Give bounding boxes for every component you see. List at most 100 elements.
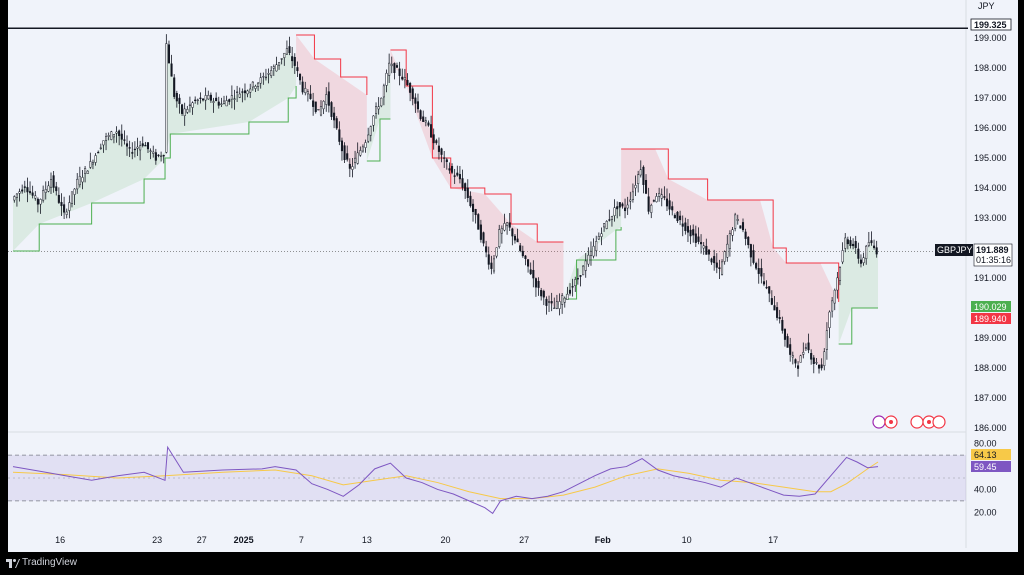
candle-down	[817, 365, 821, 369]
candle-up	[595, 241, 598, 251]
candle-up	[377, 106, 380, 110]
chart-panel[interactable]: 199.000 198.000 197.000 196.000 195.000 194.0…	[8, 0, 1018, 552]
supertrend-line-up	[838, 307, 878, 345]
candle-up	[561, 295, 564, 305]
candle-down	[739, 225, 742, 229]
candle-up	[139, 145, 142, 151]
candle-down	[673, 214, 676, 219]
candle-up	[68, 202, 71, 211]
candle-up	[388, 62, 391, 76]
candle-up	[726, 243, 729, 258]
candle-up	[506, 222, 509, 226]
candle-up	[582, 265, 585, 276]
candle-down	[432, 134, 435, 144]
candle-up	[91, 162, 94, 165]
candle-down	[330, 102, 333, 117]
candle-down	[778, 317, 781, 320]
candle-down	[681, 223, 684, 227]
candle-down	[765, 286, 768, 289]
candle-down	[296, 67, 299, 72]
candle-up	[367, 134, 370, 142]
rsi-current-badge	[971, 461, 1011, 472]
candle-down	[474, 208, 477, 216]
candle-down	[409, 83, 412, 93]
candle-down	[671, 206, 674, 211]
candle-down	[741, 222, 745, 231]
candle-up	[191, 102, 194, 108]
candle-up	[382, 85, 385, 98]
candle-down	[395, 65, 399, 68]
chart-svg[interactable]: 199.000 198.000 197.000 196.000 195.000 194.0…	[8, 0, 1018, 552]
candle-up	[589, 250, 593, 256]
candle-down	[448, 168, 451, 171]
candle-down	[288, 46, 291, 54]
x-tick-label: 20	[440, 535, 450, 545]
last-price-badge	[973, 243, 1013, 267]
candle-up	[86, 170, 89, 174]
candle-up	[836, 277, 839, 291]
candle-down	[749, 244, 752, 258]
candle-down	[482, 232, 485, 244]
candle-down	[524, 255, 527, 259]
y-tick-label: 188.000	[974, 363, 1007, 373]
x-tick-label: 2025	[234, 535, 254, 545]
candle-down	[668, 200, 671, 210]
candle-up	[587, 254, 590, 265]
supertrend-up-badge	[971, 301, 1011, 312]
candle-up	[81, 177, 84, 183]
candle-up	[658, 193, 661, 197]
supertrend-fill-down	[621, 149, 839, 368]
candle-up	[272, 66, 275, 69]
candle-down	[170, 63, 173, 77]
candle-up	[380, 97, 383, 107]
candle-down	[243, 90, 247, 94]
x-tick-label: 23	[152, 535, 162, 545]
candle-down	[202, 98, 205, 101]
candle-up	[73, 188, 76, 195]
candle-up	[639, 169, 642, 176]
candle-up	[204, 95, 207, 101]
candle-down	[406, 79, 409, 85]
candle-down	[398, 68, 401, 76]
candle-down	[52, 175, 55, 188]
candle-down	[511, 228, 514, 237]
candle-down	[293, 56, 296, 66]
tradingview-brand: TradingView	[22, 557, 78, 568]
supertrend-line-up	[563, 227, 622, 300]
y-tick-label: 187.000	[974, 393, 1007, 403]
candle-up	[183, 108, 186, 116]
candle-down	[217, 101, 220, 106]
candle-down	[209, 94, 212, 101]
candle-up	[833, 289, 836, 304]
candle-down	[60, 202, 63, 207]
countdown-label: 01:35:16	[976, 255, 1011, 265]
candle-up	[799, 355, 802, 363]
candle-up	[555, 301, 558, 309]
candle-down	[435, 140, 438, 144]
candle-down	[532, 269, 535, 279]
supertrend-fill-down	[390, 50, 564, 308]
rsi-tick-label: 80.00	[974, 439, 997, 449]
candle-down	[568, 289, 572, 294]
rsi-line	[12, 445, 879, 515]
candle-up	[351, 166, 354, 170]
candle-down	[26, 187, 29, 193]
candle-down	[797, 365, 800, 369]
candle-up	[356, 152, 359, 164]
candle-up	[791, 355, 794, 358]
event-icon-3	[910, 415, 924, 429]
candle-up	[89, 161, 92, 168]
event-icons[interactable]	[872, 415, 946, 429]
candle-down	[162, 155, 165, 157]
candle-down	[430, 124, 433, 138]
candle-down	[644, 180, 648, 194]
candle-down	[810, 353, 813, 360]
candle-up	[107, 135, 110, 137]
candle-up	[319, 106, 323, 116]
y-tick-label: 193.000	[974, 213, 1007, 223]
candle-down	[199, 97, 202, 100]
rsi-tick-label: 20.00	[974, 507, 997, 517]
candle-up	[862, 257, 865, 264]
candle-up	[275, 64, 278, 72]
candle-down	[123, 139, 126, 141]
